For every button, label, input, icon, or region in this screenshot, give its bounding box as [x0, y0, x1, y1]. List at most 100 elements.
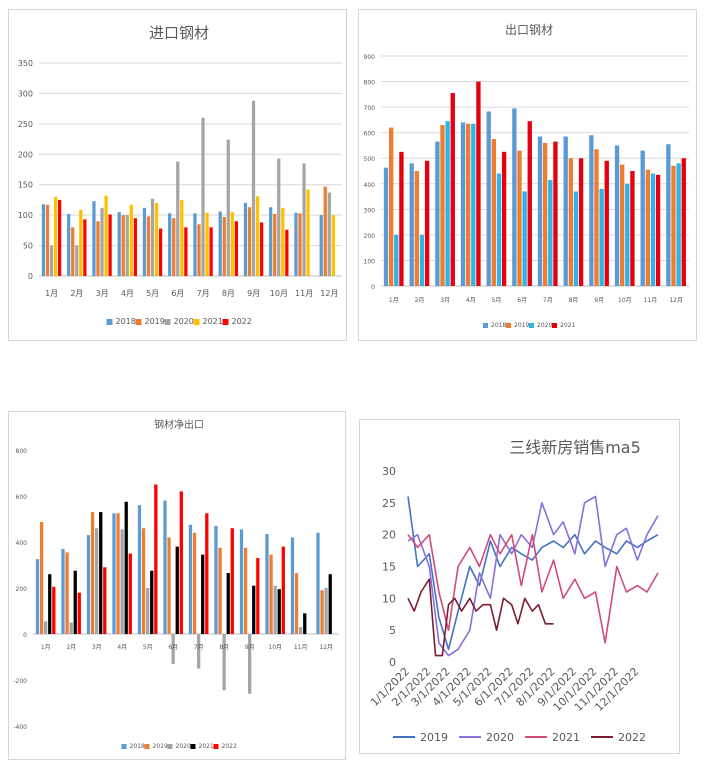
bar-2020-10月	[277, 158, 281, 276]
bar-2019-11月	[298, 213, 302, 276]
bar-2019-3月	[96, 221, 100, 276]
bar-2021-5月	[154, 202, 159, 276]
y-tick-label: 600	[16, 494, 28, 501]
import-steel-chart-panel: 进口钢材 0 50 100 150 200 250 300 350 1月 2月 3月 4月 5月 6月 7月 8…	[8, 9, 347, 341]
y-tick-label: 900	[364, 54, 376, 61]
net-export-chart-panel: 钢材净出口 -400 -200 0 200 400 600 800 1月 2月 3月 4月 5月 6月 7月…	[8, 411, 346, 760]
bar-2019-7月	[192, 532, 197, 634]
import-steel-chart: 进口钢材 0 50 100 150 200 250 300 350 1月 2月 3月 4月 5月 6月 7月 8…	[18, 24, 342, 326]
bar-2018-6月	[168, 213, 172, 276]
x-tick-label: 9月	[245, 644, 255, 651]
bar-2018-9月	[243, 202, 248, 276]
chart-title: 出口钢材	[505, 23, 553, 37]
bar-2020-12月	[324, 588, 328, 634]
bar-2021-7月	[553, 141, 558, 286]
x-tick-label: 6月	[168, 644, 178, 651]
legend-label-2018: 2018	[116, 317, 136, 326]
bar-2020-5月	[496, 173, 502, 286]
bar-2020-7月	[548, 179, 553, 286]
x-tick-label: 10月	[618, 297, 632, 304]
bar-2022-8月	[230, 528, 234, 634]
bar-2022-2月	[83, 219, 87, 276]
bar-2022-10月	[281, 546, 285, 634]
bar-2021-4月	[476, 81, 481, 286]
legend-swatch-2021	[190, 744, 196, 749]
bar-2018-12月	[319, 215, 323, 276]
x-tick-label: 2月	[66, 644, 76, 651]
bar-2018-3月	[435, 141, 440, 286]
bar-2018-5月	[137, 505, 142, 634]
bar-2018-8月	[563, 136, 568, 286]
bar-2021-2月	[73, 570, 77, 634]
bar-2022-9月	[259, 222, 264, 276]
bar-2022-6月	[184, 227, 188, 276]
y-tick-label: 800	[364, 80, 376, 87]
bar-2021-10月	[281, 207, 285, 276]
x-tick-label: 11月	[295, 289, 313, 298]
bar-2019-7月	[197, 224, 201, 276]
legend-label-2021: 2021	[203, 317, 223, 326]
y-tick-label: 0	[23, 632, 27, 639]
bar-2020-7月	[201, 117, 205, 277]
bar-2021-1月	[53, 196, 58, 276]
x-tick-label: 4月	[117, 644, 127, 651]
bar-2020-3月	[95, 528, 99, 634]
bar-2019-4月	[466, 123, 471, 286]
bar-2020-2月	[75, 245, 79, 276]
bar-2019-10月	[620, 164, 625, 286]
bar-2018-5月	[486, 111, 491, 286]
bar-2019-8月	[222, 216, 226, 276]
bar-2018-1月	[35, 559, 40, 634]
legend-swatch-2019	[135, 319, 142, 325]
bar-2022-3月	[103, 567, 107, 634]
y-tick-label: -400	[13, 724, 27, 731]
x-tick-label: 3月	[96, 289, 109, 298]
bar-2020-2月	[419, 234, 425, 286]
bar-2018-6月	[512, 108, 517, 286]
bar-2018-11月	[640, 150, 645, 286]
bar-2021-6月	[180, 199, 184, 276]
bar-2021-4月	[124, 501, 128, 634]
bar-2022-7月	[205, 513, 209, 634]
bar-2021-9月	[252, 585, 256, 634]
legend-label-2022: 2022	[232, 317, 252, 326]
bar-2021-12月	[681, 158, 686, 286]
y-tick-label: 700	[364, 105, 376, 112]
y-tick-label: 400	[16, 540, 28, 547]
y-tick-label: 500	[364, 156, 376, 163]
legend-swatch-2018	[483, 323, 488, 328]
legend-swatch-2018	[121, 744, 127, 749]
bar-2022-4月	[128, 553, 132, 634]
x-tick-label: 7月	[197, 289, 210, 298]
x-tick-label: 6月	[517, 297, 527, 304]
bar-2021-12月	[328, 574, 332, 634]
legend-label-2019: 2019	[420, 731, 448, 744]
bar-2020-4月	[120, 529, 124, 634]
bar-2019-5月	[491, 139, 496, 286]
chart-title: 钢材净出口	[154, 418, 204, 431]
x-tick-label: 5月	[143, 644, 153, 651]
bar-2020-8月	[573, 191, 579, 286]
tier3-housing-sales-panel: 三线新房销售ma5 0 5 10 15 20 25 30 1/1/2022 2/1/2022 3/1…	[359, 419, 680, 754]
series-line-2021	[407, 533, 659, 644]
bar-2018-10月	[265, 533, 269, 634]
bar-2021-3月	[450, 93, 455, 286]
x-tick-label: 8月	[569, 297, 579, 304]
bar-2022-10月	[285, 229, 289, 276]
y-tick-label: 300	[18, 89, 33, 98]
bar-2019-6月	[167, 537, 171, 634]
bar-2018-2月	[61, 548, 65, 634]
bar-2021-12月	[331, 215, 335, 276]
bar-2021-11月	[306, 189, 310, 276]
bar-2018-4月	[112, 513, 116, 634]
bar-2020-8月	[226, 139, 230, 276]
bar-2019-12月	[671, 165, 676, 286]
x-tick-label: 8月	[222, 289, 235, 298]
bar-2019-6月	[517, 150, 522, 286]
bar-2021-5月	[501, 151, 507, 286]
y-tick-label: 200	[18, 150, 33, 159]
y-tick-label: 5	[389, 624, 396, 637]
bar-2019-11月	[294, 573, 299, 634]
y-tick-label: 0	[389, 656, 396, 669]
x-tick-label: 2月	[70, 289, 83, 298]
